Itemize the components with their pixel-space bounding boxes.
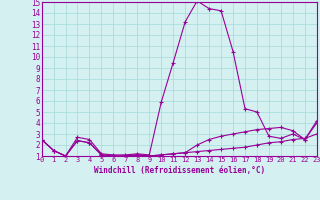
X-axis label: Windchill (Refroidissement éolien,°C): Windchill (Refroidissement éolien,°C) [94, 166, 265, 175]
